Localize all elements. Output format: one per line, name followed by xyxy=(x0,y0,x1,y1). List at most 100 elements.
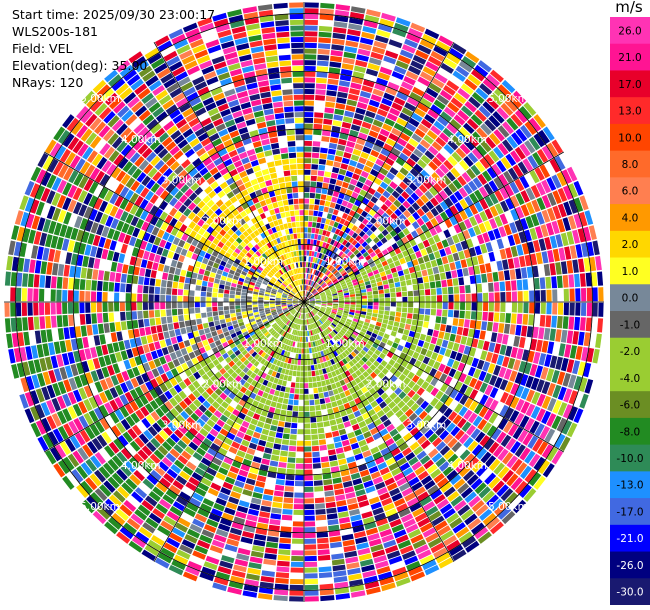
range-gate xyxy=(146,260,153,270)
range-gate xyxy=(398,204,407,213)
range-gate xyxy=(505,247,513,259)
range-gate xyxy=(422,239,430,248)
range-gate xyxy=(309,250,312,256)
range-gate xyxy=(255,480,266,488)
range-gate xyxy=(167,250,175,259)
range-gate xyxy=(569,345,577,359)
range-gate xyxy=(463,249,471,259)
range-gate xyxy=(336,453,346,460)
range-gate xyxy=(344,302,350,305)
range-gate xyxy=(319,291,325,295)
range-gate xyxy=(358,238,365,245)
range-gate xyxy=(334,282,340,286)
range-gate xyxy=(330,425,338,432)
range-gate xyxy=(369,217,377,225)
range-gate xyxy=(279,415,286,422)
range-gate xyxy=(446,512,460,524)
ray xyxy=(304,302,411,587)
range-gate xyxy=(344,146,354,154)
range-gate xyxy=(493,282,500,292)
range-gate xyxy=(429,368,438,377)
range-gate xyxy=(56,276,63,289)
range-gate xyxy=(489,458,501,472)
range-gate xyxy=(488,150,500,163)
ray xyxy=(304,126,555,302)
range-gate xyxy=(355,107,366,115)
range-gate xyxy=(425,261,432,269)
range-gate xyxy=(382,433,392,442)
range-gate xyxy=(335,316,341,321)
range-gate xyxy=(493,445,504,458)
range-gate xyxy=(325,432,333,439)
range-gate xyxy=(506,135,518,149)
range-gate xyxy=(370,94,382,103)
range-gate xyxy=(311,329,315,335)
range-gate xyxy=(513,257,520,268)
range-gate xyxy=(436,257,443,266)
range-gate xyxy=(22,317,29,331)
range-gate xyxy=(304,77,316,83)
range-gate xyxy=(112,342,120,353)
range-gate xyxy=(385,302,391,307)
range-gate xyxy=(310,302,316,304)
range-gate xyxy=(435,390,444,400)
range-gate xyxy=(439,430,450,441)
range-gate xyxy=(327,300,333,302)
range-gate xyxy=(304,256,307,262)
range-gate xyxy=(56,315,63,328)
range-gate xyxy=(397,195,406,204)
range-gate xyxy=(568,215,577,230)
range-gate xyxy=(107,343,114,354)
range-gate xyxy=(282,503,293,509)
range-gate xyxy=(538,460,550,475)
range-gate xyxy=(312,323,316,329)
range-gate xyxy=(474,245,482,256)
range-gate xyxy=(547,250,555,263)
range-gate xyxy=(385,457,396,466)
range-gate xyxy=(368,356,376,364)
range-gate xyxy=(419,233,427,242)
range-gate xyxy=(497,125,510,138)
range-gate xyxy=(347,375,354,382)
range-gate xyxy=(509,222,518,234)
range-gate xyxy=(375,321,382,327)
range-gate xyxy=(381,249,389,256)
range-gate xyxy=(411,112,423,123)
range-gate xyxy=(39,316,46,329)
range-gate xyxy=(318,433,326,440)
range-gate xyxy=(541,381,551,395)
range-gate xyxy=(332,305,338,308)
range-gate xyxy=(314,486,324,492)
range-gate xyxy=(509,181,520,194)
range-gate xyxy=(363,165,372,173)
range-gate xyxy=(79,302,85,314)
range-gate xyxy=(304,221,308,227)
range-gate xyxy=(479,435,490,447)
range-gate xyxy=(257,593,273,600)
range-gate xyxy=(332,564,346,572)
range-gate xyxy=(408,456,419,466)
range-gate xyxy=(458,277,465,286)
range-gate xyxy=(414,486,426,497)
range-gate xyxy=(440,211,449,221)
range-gate xyxy=(472,461,484,473)
range-gate xyxy=(479,394,489,406)
range-gate xyxy=(383,539,397,549)
range-gate xyxy=(297,429,304,435)
range-gate xyxy=(369,262,376,268)
range-gate xyxy=(324,200,331,207)
range-gate xyxy=(332,430,340,437)
range-gate xyxy=(356,494,368,503)
range-gate xyxy=(502,259,509,270)
range-gate xyxy=(490,498,504,512)
range-gate xyxy=(493,129,505,142)
range-gate xyxy=(383,92,395,102)
range-gate xyxy=(332,329,338,335)
range-gate xyxy=(453,310,460,318)
range-gate xyxy=(263,423,271,430)
range-gate xyxy=(344,332,351,338)
range-gate xyxy=(63,327,70,340)
range-gate xyxy=(460,105,474,117)
range-gate xyxy=(53,341,61,354)
range-gate xyxy=(289,434,297,440)
